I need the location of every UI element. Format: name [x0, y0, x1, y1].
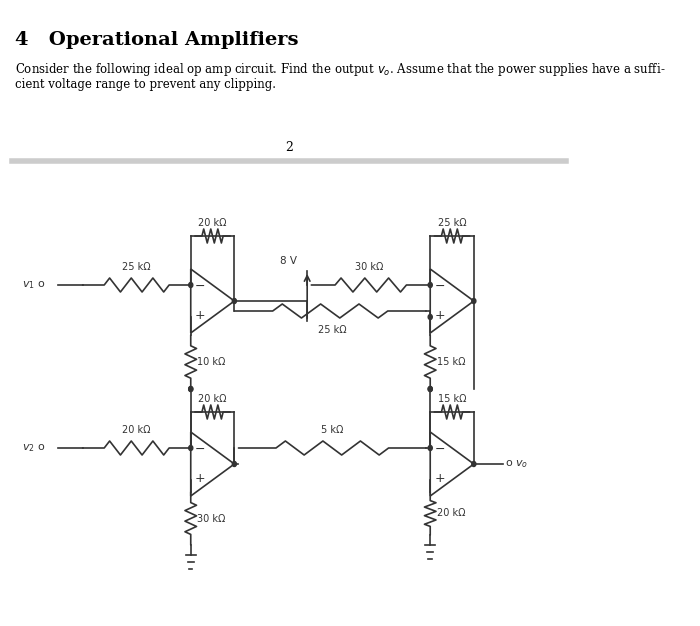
Text: $v_1$ o: $v_1$ o — [22, 279, 46, 291]
Text: +: + — [434, 309, 445, 322]
Text: 20 kΩ: 20 kΩ — [198, 394, 227, 404]
Text: 20 kΩ: 20 kΩ — [122, 425, 151, 435]
Text: +: + — [195, 309, 206, 322]
Text: 4   Operational Amplifiers: 4 Operational Amplifiers — [15, 31, 298, 49]
Text: 25 kΩ: 25 kΩ — [438, 218, 466, 228]
Text: −: − — [434, 280, 444, 293]
Text: 20 kΩ: 20 kΩ — [198, 218, 227, 228]
Text: 25 kΩ: 25 kΩ — [122, 262, 151, 272]
Text: 20 kΩ: 20 kΩ — [437, 508, 466, 518]
Circle shape — [428, 314, 433, 319]
Text: 25 kΩ: 25 kΩ — [318, 325, 346, 335]
Circle shape — [472, 299, 476, 304]
Circle shape — [232, 299, 237, 304]
Text: cient voltage range to prevent any clipping.: cient voltage range to prevent any clipp… — [15, 78, 276, 91]
Circle shape — [189, 386, 192, 391]
Text: 8 V: 8 V — [280, 256, 298, 266]
Text: −: − — [195, 443, 205, 456]
Circle shape — [428, 446, 433, 451]
Circle shape — [428, 386, 433, 391]
Text: +: + — [434, 472, 445, 485]
Text: 5 kΩ: 5 kΩ — [321, 425, 344, 435]
Circle shape — [232, 461, 237, 466]
Circle shape — [428, 282, 433, 287]
Circle shape — [189, 446, 192, 451]
Circle shape — [189, 282, 192, 287]
Text: 15 kΩ: 15 kΩ — [438, 394, 466, 404]
Text: −: − — [195, 280, 205, 293]
Circle shape — [428, 386, 433, 391]
Text: 30 kΩ: 30 kΩ — [354, 262, 383, 272]
Text: Consider the following ideal op amp circuit. Find the output $v_o$. Assume that : Consider the following ideal op amp circ… — [15, 61, 666, 78]
Text: 30 kΩ: 30 kΩ — [197, 513, 225, 523]
Text: 2: 2 — [285, 141, 293, 154]
Text: 10 kΩ: 10 kΩ — [197, 357, 225, 367]
Circle shape — [472, 461, 476, 466]
Text: $v_2$ o: $v_2$ o — [22, 442, 46, 454]
Text: o $v_o$: o $v_o$ — [505, 458, 528, 470]
Text: +: + — [195, 472, 206, 485]
Text: 15 kΩ: 15 kΩ — [437, 357, 466, 367]
Text: −: − — [434, 443, 444, 456]
Circle shape — [189, 386, 192, 391]
